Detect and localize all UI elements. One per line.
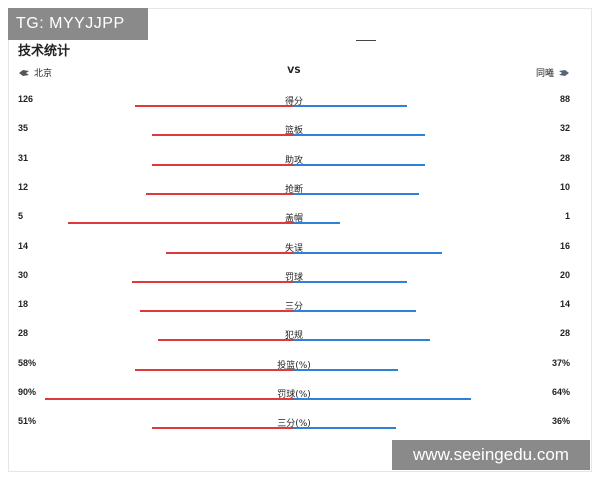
- stat-row: 51% 三分(%) 36%: [0, 416, 600, 445]
- stat-right-value: 37%: [551, 357, 570, 368]
- team-left-name: 北京: [34, 69, 53, 79]
- stat-bar-right: [294, 192, 419, 195]
- stat-bar-left: [151, 427, 294, 430]
- stat-bar-right: [294, 427, 396, 430]
- stat-right-value: 20: [559, 269, 570, 280]
- stat-bar-right: [294, 398, 471, 400]
- stat-right-value: 28: [559, 328, 570, 339]
- stat-row: 126 得分 88: [0, 94, 600, 123]
- stat-bar-left: [134, 368, 294, 371]
- stat-right-value: 16: [559, 240, 570, 251]
- stat-left-value: 58%: [18, 357, 37, 368]
- stat-label: 三分: [284, 302, 303, 313]
- stat-row: 31 助攻 28: [0, 153, 600, 182]
- stat-left-value: 12: [18, 181, 29, 192]
- team-logo-icon: [18, 69, 30, 77]
- stat-left-value: 35: [18, 123, 29, 134]
- stat-left-value: 14: [18, 240, 29, 251]
- stats-panel: [8, 8, 592, 472]
- divider: [356, 40, 376, 41]
- stat-bar-right: [294, 310, 416, 313]
- stat-right-value: 32: [559, 123, 570, 134]
- stat-row: 28 犯规 28: [0, 328, 600, 357]
- stat-bar-right: [294, 251, 442, 254]
- stat-row: 18 三分 14: [0, 299, 600, 328]
- vs-label: VS: [287, 66, 301, 76]
- stat-bar-right: [294, 222, 341, 225]
- stat-label: 投篮(%): [277, 360, 311, 371]
- stat-right-value: 10: [559, 181, 570, 192]
- team-right[interactable]: 同曦: [536, 66, 570, 79]
- stat-row: 90% 罚球(%) 64%: [0, 387, 600, 416]
- section-title: 技术统计: [18, 44, 71, 59]
- stat-bar-left: [67, 222, 294, 225]
- stat-bar-right: [294, 163, 425, 166]
- stat-bar-left: [146, 192, 294, 195]
- stat-left-value: 30: [18, 269, 29, 280]
- stat-right-value: 1: [564, 211, 570, 222]
- stat-bar-left: [157, 339, 294, 342]
- stat-left-value: 126: [18, 94, 34, 104]
- stat-left-value: 31: [18, 152, 29, 163]
- watermark-top: TG: MYYJJPP: [8, 8, 148, 40]
- stat-right-value: 14: [559, 299, 570, 310]
- stat-row: 30 罚球 20: [0, 270, 600, 299]
- stat-bar-left: [140, 310, 294, 313]
- teams-header: 北京 VS 同曦: [18, 66, 570, 80]
- stat-bar-left: [131, 280, 294, 283]
- stat-bar-left: [151, 163, 294, 166]
- stat-bar-right: [294, 105, 408, 107]
- stat-label: 三分(%): [277, 419, 311, 430]
- team-logo-icon: [558, 69, 570, 77]
- stat-bar-left: [44, 398, 294, 400]
- stat-left-value: 51%: [18, 416, 37, 427]
- stat-right-value: 28: [559, 152, 570, 163]
- stat-left-value: 28: [18, 328, 29, 339]
- stat-label: 抢断: [284, 184, 303, 195]
- stat-label: 罚球(%): [277, 390, 311, 400]
- stat-label: 失误: [284, 243, 303, 254]
- stat-label: 罚球: [284, 272, 303, 283]
- stat-row: 12 抢断 10: [0, 182, 600, 211]
- stat-bar-right: [294, 339, 431, 342]
- stat-left-value: 5: [18, 211, 24, 222]
- stat-left-value: 18: [18, 299, 29, 310]
- stat-row: 35 篮板 32: [0, 123, 600, 152]
- stat-label: 犯规: [284, 331, 303, 342]
- stat-bar-left: [134, 105, 294, 107]
- stat-label: 篮板: [284, 126, 303, 137]
- stat-right-value: 36%: [551, 416, 570, 427]
- stat-bar-right: [294, 134, 425, 137]
- stat-bar-right: [294, 280, 408, 283]
- stat-row: 5 盖帽 1: [0, 211, 600, 240]
- stat-left-value: 90%: [18, 387, 37, 397]
- stat-bar-left: [166, 251, 294, 254]
- stat-label: 盖帽: [284, 214, 303, 225]
- stat-right-value: 88: [559, 94, 570, 104]
- stat-bar-right: [294, 368, 399, 371]
- stat-bar-left: [151, 134, 294, 137]
- watermark-bottom: www.seeingedu.com: [392, 440, 590, 470]
- stat-row: 14 失误 16: [0, 241, 600, 270]
- stat-row: 58% 投篮(%) 37%: [0, 358, 600, 387]
- stat-label: 助攻: [284, 155, 303, 166]
- team-right-name: 同曦: [535, 69, 554, 79]
- stat-right-value: 64%: [551, 387, 570, 397]
- stat-label: 得分: [284, 97, 303, 107]
- team-left[interactable]: 北京: [18, 66, 52, 79]
